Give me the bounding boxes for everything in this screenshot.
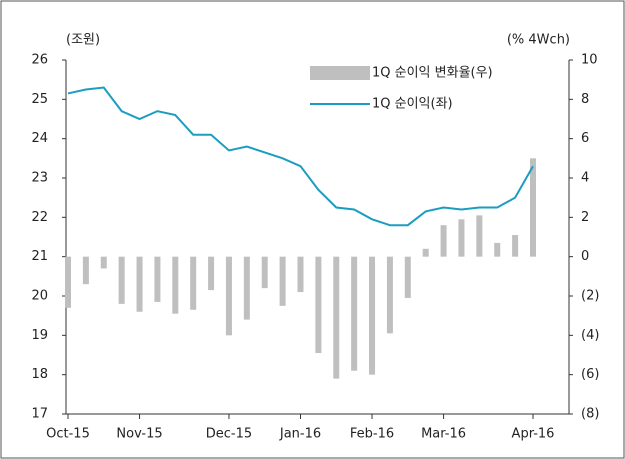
bar xyxy=(333,256,340,379)
bar xyxy=(261,256,268,289)
x-tick-label: Jan-16 xyxy=(279,427,321,442)
bar xyxy=(136,256,143,312)
bar xyxy=(172,256,179,314)
y-tick-label: 25 xyxy=(31,92,48,107)
bar xyxy=(279,256,286,306)
bar xyxy=(386,256,393,334)
bar xyxy=(440,225,447,257)
x-tick-label: Nov-15 xyxy=(116,427,162,442)
y-tick-label: 26 xyxy=(31,53,48,68)
y2-tick-label: 2 xyxy=(581,210,589,225)
line xyxy=(67,86,534,227)
y2-tick-label: 4 xyxy=(581,171,589,186)
y-axis-label: (조원) xyxy=(66,33,100,48)
x-tick-label: Feb-16 xyxy=(350,427,394,442)
x-tick-label: Oct-15 xyxy=(46,427,90,442)
y-tick-label: 20 xyxy=(31,289,48,304)
y2-tick-label: 0 xyxy=(581,249,589,264)
y-tick-label: 19 xyxy=(31,328,48,343)
y-tick-label: 23 xyxy=(31,171,48,186)
y2-tick-label: 10 xyxy=(581,53,598,68)
y-tick-label: 22 xyxy=(31,210,48,225)
y2-tick-label: 8 xyxy=(581,92,589,107)
bar xyxy=(404,256,411,298)
bar xyxy=(208,256,215,291)
y-tick-label: 18 xyxy=(31,367,48,382)
bar xyxy=(351,256,358,371)
y-tick-label: 21 xyxy=(31,249,48,264)
bar xyxy=(65,256,71,308)
y2-tick-label: (6) xyxy=(581,367,599,382)
legend-label: 1Q 순이익 변화율(우) xyxy=(372,66,493,81)
y2-tick-label: (4) xyxy=(581,328,599,343)
y-tick-label: 17 xyxy=(31,407,48,422)
bar xyxy=(512,235,519,257)
legend-swatch xyxy=(310,66,370,80)
bar xyxy=(422,248,429,257)
x-tick-label: Mar-16 xyxy=(421,427,466,442)
bar xyxy=(82,256,89,285)
x-tick-label: Dec-15 xyxy=(206,427,252,442)
y2-tick-label: 6 xyxy=(581,131,589,146)
bar xyxy=(315,256,322,354)
bar xyxy=(154,256,161,302)
bar xyxy=(225,256,232,336)
bar xyxy=(190,256,197,310)
bar xyxy=(530,158,536,257)
y-tick-label: 24 xyxy=(31,131,48,146)
y2-tick-label: (2) xyxy=(581,289,599,304)
legend-label: 1Q 순이익(좌) xyxy=(372,97,453,112)
y2-tick-label: (8) xyxy=(581,407,599,422)
y2-axis-label: (% 4Wch) xyxy=(507,33,570,48)
bar xyxy=(476,215,483,257)
x-tick-label: Apr-16 xyxy=(512,427,555,442)
bar xyxy=(494,242,501,257)
bar xyxy=(458,219,465,257)
bar xyxy=(118,256,125,304)
bar xyxy=(297,256,304,293)
bar xyxy=(100,256,107,269)
bar xyxy=(243,256,250,320)
bar xyxy=(369,256,376,375)
